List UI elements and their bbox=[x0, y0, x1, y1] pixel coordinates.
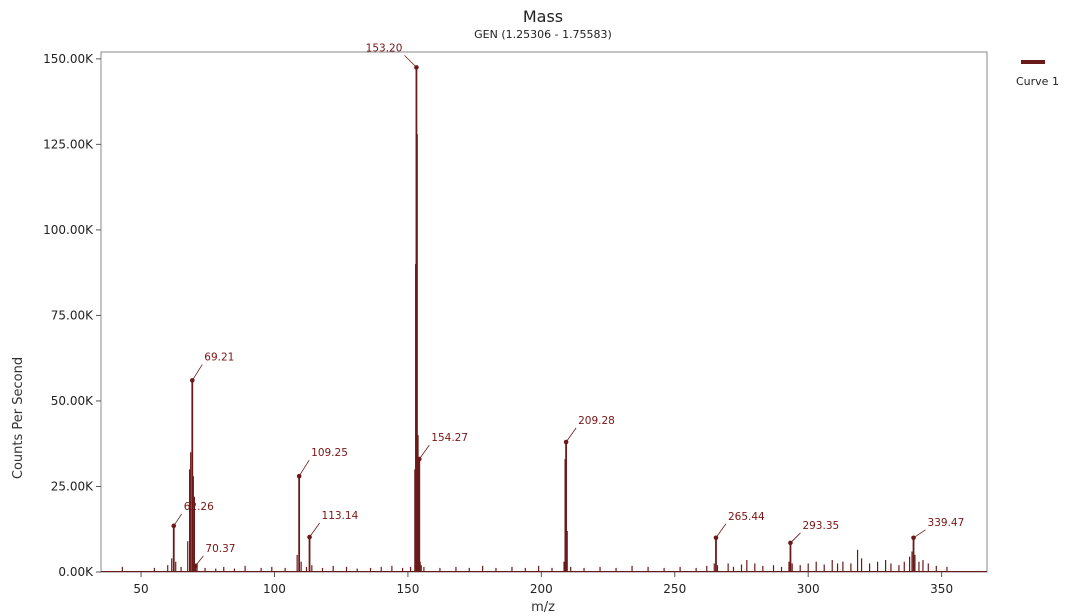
x-axis: 50 100 150 200 250 300 350 bbox=[133, 572, 953, 596]
x-tick-label: 150 bbox=[396, 582, 419, 596]
peak-marker bbox=[297, 474, 302, 479]
peak-label: 265.44 bbox=[728, 511, 765, 523]
peak-label: 209.28 bbox=[578, 415, 615, 427]
x-axis-title: m/z bbox=[531, 600, 555, 615]
peak-leader-line bbox=[195, 556, 203, 566]
peak-marker bbox=[190, 378, 195, 383]
y-tick-label: 0.00K bbox=[58, 565, 94, 579]
x-tick-label: 100 bbox=[263, 582, 286, 596]
peak-label: 293.35 bbox=[802, 520, 839, 532]
peak-label: 62.26 bbox=[184, 501, 214, 513]
peak-leader-line bbox=[716, 524, 726, 538]
y-tick-label: 50.00K bbox=[51, 394, 94, 408]
peak-leader-line bbox=[404, 55, 416, 67]
peak-label: 154.27 bbox=[431, 432, 468, 444]
x-tick-label: 200 bbox=[530, 582, 553, 596]
peak-leader-line bbox=[310, 523, 320, 537]
x-tick-label: 250 bbox=[663, 582, 686, 596]
peak-label: 339.47 bbox=[928, 517, 965, 529]
legend: Curve 1 bbox=[1016, 62, 1059, 88]
chart-subtitle: GEN (1.25306 - 1.75583) bbox=[474, 28, 612, 41]
peak-leader-line bbox=[566, 428, 576, 442]
y-tick-label: 150.00K bbox=[43, 52, 94, 66]
chart-title: Mass bbox=[523, 7, 563, 26]
peak-leader-line bbox=[790, 533, 800, 543]
peak-label: 113.14 bbox=[322, 510, 359, 522]
peak-label: 70.37 bbox=[205, 543, 235, 555]
x-tick-label: 300 bbox=[797, 582, 820, 596]
peak-leader-line bbox=[174, 514, 182, 526]
x-tick-label: 50 bbox=[133, 582, 148, 596]
plot-frame bbox=[101, 52, 987, 572]
y-tick-label: 75.00K bbox=[51, 308, 94, 322]
peak-label: 109.25 bbox=[311, 447, 348, 459]
peak-leader-line bbox=[192, 364, 202, 380]
peak-label: 69.21 bbox=[204, 351, 234, 363]
peak-leader-line bbox=[914, 530, 926, 538]
y-tick-label: 25.00K bbox=[51, 479, 94, 493]
y-tick-label: 125.00K bbox=[43, 137, 94, 151]
peak-label: 153.20 bbox=[366, 42, 403, 54]
major-peaks: 62.26 69.21 70.37 109.25 113.14 153.20 154.27 2… bbox=[171, 42, 964, 572]
x-tick-label: 350 bbox=[930, 582, 953, 596]
y-axis-title: Counts Per Second bbox=[11, 357, 26, 479]
peak-leader-line bbox=[299, 460, 309, 476]
y-axis: 0.00K 25.00K 50.00K 75.00K 100.00K 125.00K 150… bbox=[43, 52, 101, 579]
y-tick-label: 100.00K bbox=[43, 223, 94, 237]
peak-leader-line bbox=[419, 445, 429, 459]
legend-label: Curve 1 bbox=[1016, 75, 1059, 88]
